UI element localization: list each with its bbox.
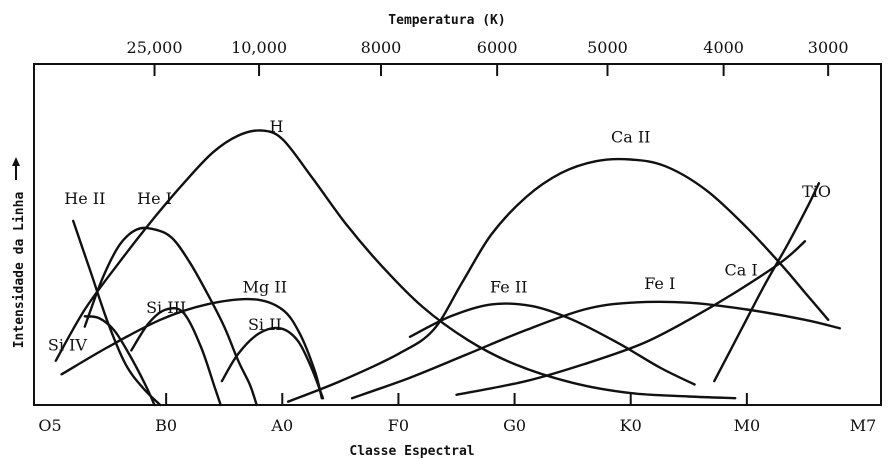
temperature-tick-label: 10,000 [231, 38, 287, 57]
temperature-tick-label: 6000 [477, 38, 518, 57]
x-tick-label: M7 [850, 416, 877, 435]
curve-h [54, 129, 737, 400]
series-label-si-ii: Si II [248, 315, 282, 334]
temperature-axis: 25,000 10,000 8000 6000 5000 4000 3000 [127, 38, 849, 76]
curve-he-ii [72, 219, 162, 407]
series-label-tio: TiO [802, 182, 831, 201]
temperature-tick-label: 4000 [703, 38, 744, 57]
curve-ca-i [455, 240, 807, 396]
x-tick-label: K0 [620, 416, 642, 435]
x-tick-label: B0 [155, 416, 177, 435]
y-axis-title-group: Intensidade da Linha [12, 192, 27, 349]
spectral-class-axis: O5 B0 A0 F0 G0 K0 M0 M7 [38, 393, 876, 435]
plot-frame [33, 63, 882, 406]
top-axis-title: Temperatura (K) [388, 13, 505, 28]
curve-tio [713, 182, 821, 383]
series-label-fe-ii: Fe II [490, 277, 527, 296]
series-label-mg-ii: Mg II [243, 277, 287, 296]
series-label-he-ii: He II [64, 189, 105, 208]
series-label-ca-i: Ca I [724, 260, 757, 279]
series-label-fe-i: Fe I [644, 274, 675, 293]
temperature-tick-label: 3000 [808, 38, 849, 57]
curve-he-i [83, 226, 258, 407]
y-axis-title: Intensidade da Linha [12, 192, 27, 349]
series-label-si-iii: Si III [146, 298, 186, 317]
x-tick-label: G0 [503, 416, 526, 435]
curve-si-ii [220, 326, 325, 400]
series-label-he-i: He I [137, 189, 172, 208]
temperature-tick-label: 5000 [587, 38, 628, 57]
curve-mg-ii [60, 297, 323, 400]
y-axis-arrow [12, 157, 20, 180]
x-tick-label: O5 [38, 416, 61, 435]
curve-fe-i [350, 300, 841, 400]
series-label-si-iv: Si IV [48, 335, 87, 354]
curve-fe-ii [408, 302, 696, 386]
x-tick-label: M0 [734, 416, 761, 435]
series-label-h: H [270, 117, 284, 136]
x-axis-title: Classe Espectral [349, 444, 474, 459]
curve-si-iii [130, 306, 222, 407]
series-curves [54, 129, 841, 407]
x-tick-label: F0 [388, 416, 409, 435]
series-label-ca-ii: Ca II [611, 127, 651, 146]
temperature-tick-label: 8000 [361, 38, 402, 57]
series-labels: He II He I Si IV Si III Si II Mg II H Ca II Fe I… [48, 117, 831, 354]
curve-ca-ii [286, 157, 830, 403]
temperature-tick-label: 25,000 [127, 38, 183, 57]
x-tick-label: A0 [270, 416, 293, 435]
